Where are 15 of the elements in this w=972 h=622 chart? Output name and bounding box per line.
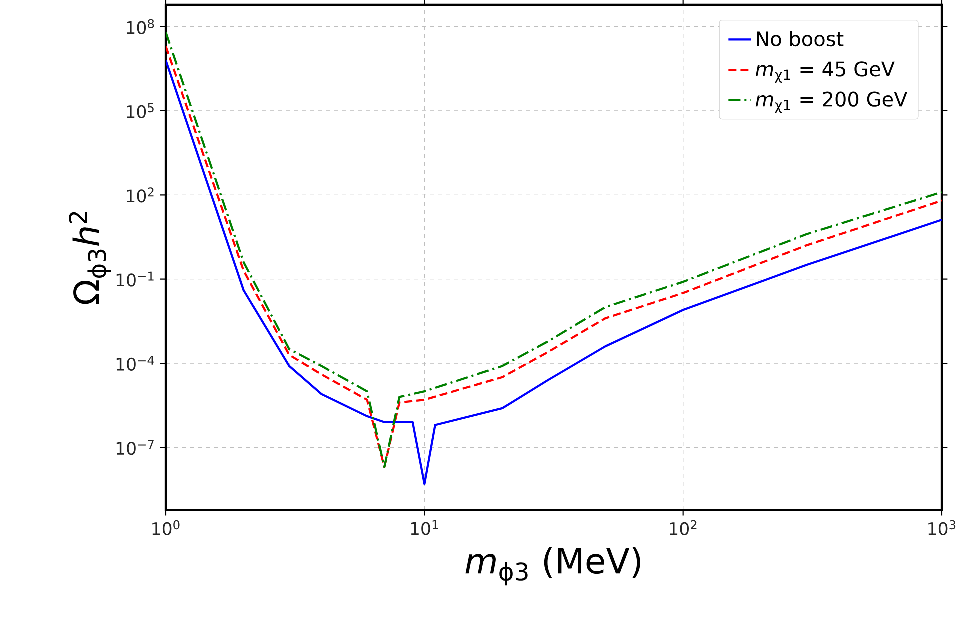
x-tick-label: 10$^{2}$: [670, 520, 697, 536]
y-tick-label: 10$^{5}$: [127, 104, 154, 118]
y-tick-label: 10$^{−1}$: [116, 272, 154, 287]
y-tick-label: 10$^{−4}$: [116, 356, 154, 371]
y-tick-label: 10$^{2}$: [127, 188, 154, 203]
x-tick-label: 10$^{3}$: [928, 520, 956, 536]
legend-label: m$_{χ1}$ = 45 GeV: [756, 62, 895, 83]
x-tick-label: 10$^{1}$: [411, 520, 438, 536]
legend-label: No boost: [757, 31, 844, 47]
x-axis-title: m$_{ϕ3}$ (MeV): [466, 547, 640, 586]
x-tick-label: 10$^{0}$: [152, 520, 180, 536]
legend-label: m$_{χ1}$ = 200 GeV: [756, 92, 908, 114]
y-axis-title: Ω$_{ϕ3}$h$^{2}$: [69, 212, 112, 305]
y-tick-label: 10$^{8}$: [127, 19, 154, 34]
y-tick-label: 10$^{−7}$: [116, 440, 154, 456]
